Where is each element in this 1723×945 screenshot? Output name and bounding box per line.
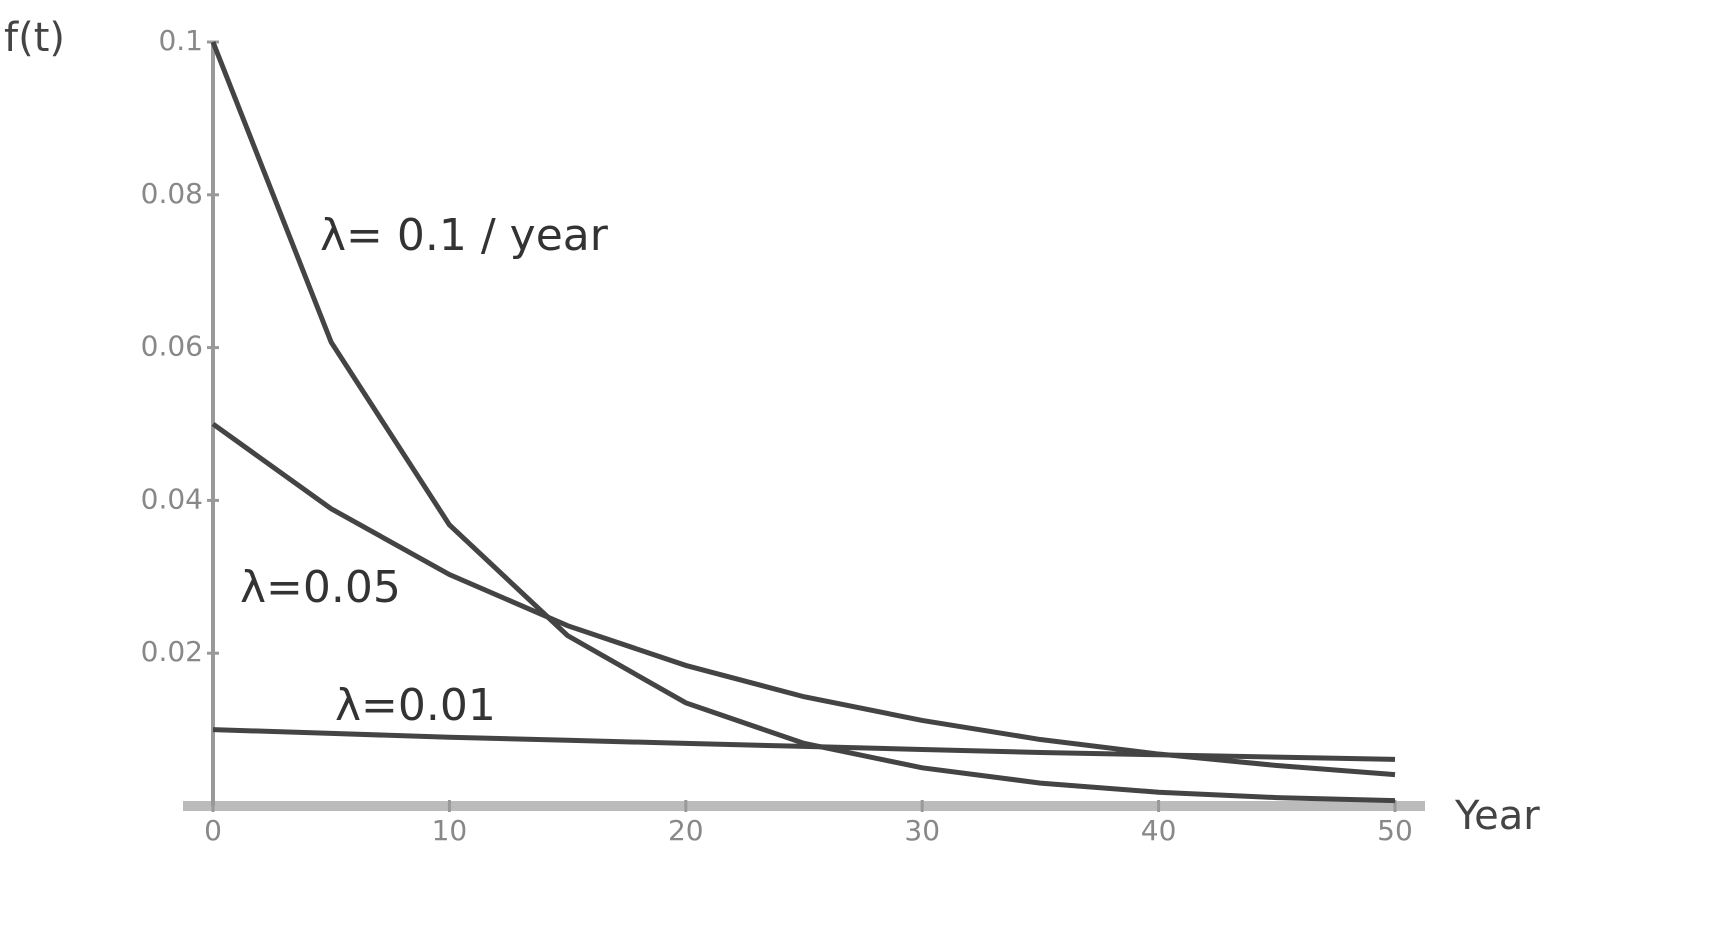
data-line [212,727,1396,762]
x-tick-label: 40 [1141,814,1177,847]
series-label: λ= 0.1 / year [320,210,609,261]
series-label: λ=0.01 [335,680,496,731]
series-label: λ=0.05 [240,562,401,613]
data-line [210,41,1396,804]
x-axis-label: Year [1454,793,1540,839]
y-tick-label: 0.04 [141,482,203,515]
y-tick-label: 0.08 [141,177,203,210]
x-tick-label: 30 [904,814,940,847]
y-tick-label: 0.06 [141,330,203,363]
y-tick-label: 0.02 [141,635,203,668]
x-tick-label: 50 [1377,814,1413,847]
x-tick-label: 20 [668,814,704,847]
x-tick-label: 10 [432,814,468,847]
x-tick-label: 0 [204,814,222,847]
y-tick-label: 0.1 [158,24,203,57]
y-axis-label: f(t) [4,15,65,61]
